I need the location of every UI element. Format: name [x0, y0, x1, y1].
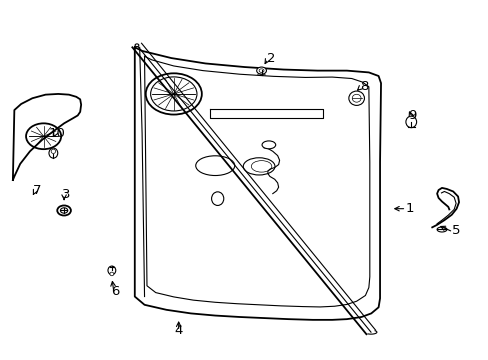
- Ellipse shape: [262, 141, 275, 149]
- Ellipse shape: [348, 91, 364, 105]
- Ellipse shape: [256, 67, 266, 74]
- Ellipse shape: [108, 266, 116, 275]
- Text: 6: 6: [111, 285, 119, 298]
- Text: 8: 8: [359, 80, 367, 93]
- Ellipse shape: [405, 116, 416, 128]
- Text: 1: 1: [404, 202, 413, 215]
- Text: 4: 4: [174, 324, 183, 337]
- Text: 3: 3: [62, 188, 71, 201]
- Ellipse shape: [110, 272, 114, 276]
- Text: 5: 5: [451, 224, 460, 237]
- Text: 7: 7: [33, 184, 41, 197]
- Text: 9: 9: [407, 109, 416, 122]
- Text: 2: 2: [266, 51, 275, 64]
- Ellipse shape: [49, 148, 58, 158]
- Ellipse shape: [436, 227, 446, 232]
- Text: 10: 10: [48, 127, 65, 140]
- Ellipse shape: [135, 44, 139, 47]
